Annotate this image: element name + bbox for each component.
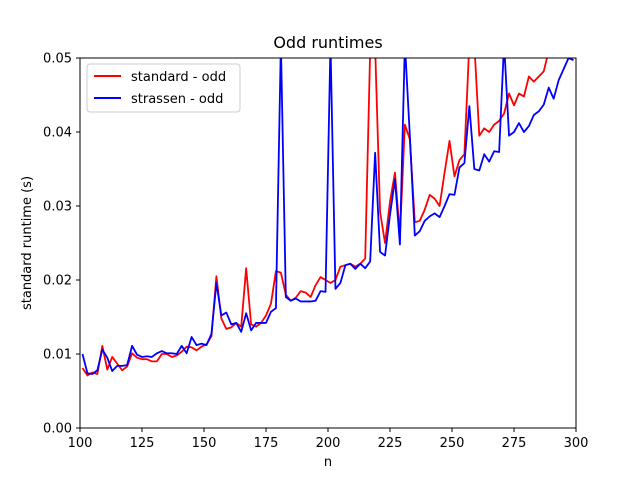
y-tick-label: 0.05 bbox=[43, 52, 72, 67]
x-tick-label: 125 bbox=[130, 436, 155, 451]
x-tick-label: 175 bbox=[254, 436, 279, 451]
x-tick-label: 100 bbox=[68, 436, 93, 451]
y-tick-label: 0.04 bbox=[43, 126, 72, 141]
x-tick-label: 150 bbox=[192, 436, 217, 451]
legend: standard - odd strassen - odd bbox=[86, 63, 241, 113]
x-tick-label: 200 bbox=[316, 436, 341, 451]
x-axis-label: n bbox=[324, 455, 332, 470]
y-axis-label: standard runtime (s) bbox=[20, 176, 35, 310]
series-line-standard bbox=[81, 58, 548, 377]
x-tick-label: 275 bbox=[502, 436, 527, 451]
y-tick-label: 0.00 bbox=[43, 422, 72, 437]
legend-label-strassen: strassen - odd bbox=[131, 92, 223, 107]
chart-title: Odd runtimes bbox=[273, 33, 382, 52]
legend-label-standard: standard - odd bbox=[131, 70, 226, 85]
y-axis: 0.00 0.01 0.02 0.03 0.04 0.05 bbox=[43, 52, 80, 437]
x-axis: 100 125 150 175 200 225 250 275 300 bbox=[68, 428, 589, 451]
y-tick-label: 0.01 bbox=[43, 348, 72, 363]
series-line-strassen bbox=[81, 58, 574, 375]
x-tick-label: 250 bbox=[440, 436, 465, 451]
legend-box bbox=[86, 63, 241, 113]
y-tick-label: 0.02 bbox=[43, 274, 72, 289]
y-tick-label: 0.03 bbox=[43, 200, 72, 215]
x-tick-label: 225 bbox=[378, 436, 403, 451]
x-tick-label: 300 bbox=[564, 436, 589, 451]
series-layer bbox=[81, 58, 574, 377]
